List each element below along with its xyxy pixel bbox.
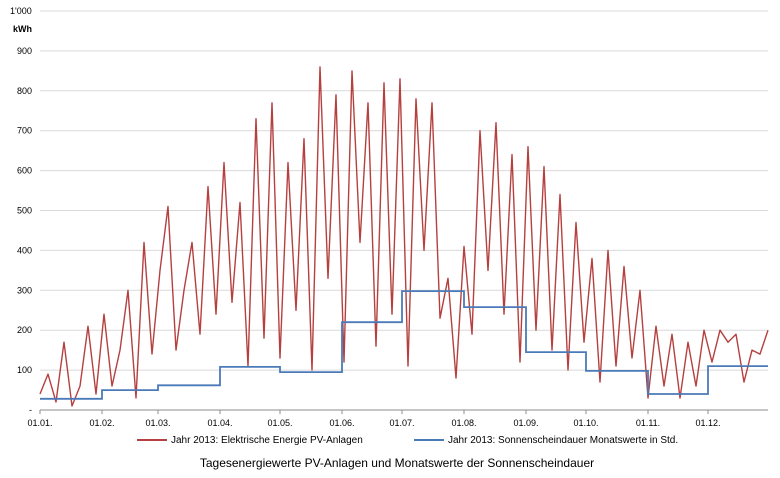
y-unit-top-label: 1'000 bbox=[10, 6, 32, 16]
legend: Jahr 2013: Elektrische Energie PV-Anlage… bbox=[137, 435, 678, 446]
series-line-sunshine bbox=[40, 290, 768, 400]
legend-label-sunshine: Jahr 2013: Sonnenscheindauer Monatswerte… bbox=[448, 435, 678, 446]
x-tick-label: 01.12. bbox=[695, 418, 720, 428]
x-tick-label: 01.04. bbox=[207, 418, 232, 428]
y-tick-label: 700 bbox=[17, 126, 32, 136]
y-tick-label: 300 bbox=[17, 285, 32, 295]
series-line-pv bbox=[39, 66, 769, 407]
x-tick-label: 01.10. bbox=[573, 418, 598, 428]
y-tick-label: 800 bbox=[17, 86, 32, 96]
y-tick-label: 400 bbox=[17, 245, 32, 255]
x-tick-label: 01.08. bbox=[451, 418, 476, 428]
y-axis-label: kWh bbox=[13, 24, 32, 34]
x-tick-label: 01.03. bbox=[145, 418, 170, 428]
chart-title: Tagesenergiewerte PV-Anlagen und Monatsw… bbox=[200, 456, 594, 470]
x-tick-label: 01.06. bbox=[329, 418, 354, 428]
series-lines bbox=[39, 66, 769, 407]
x-tick-label: 01.02. bbox=[89, 418, 114, 428]
x-tick-label: 01.07. bbox=[389, 418, 414, 428]
y-tick-label: 100 bbox=[17, 365, 32, 375]
legend-label-pv: Jahr 2013: Elektrische Energie PV-Anlage… bbox=[171, 435, 363, 446]
x-tick-label: 01.11. bbox=[636, 418, 660, 428]
axes: - 100 200 300 400 500 600 700 800 900 01.01. 01.02.… bbox=[17, 46, 768, 428]
y-tick-label: 600 bbox=[17, 166, 32, 176]
x-tick-label: 01.01. bbox=[27, 418, 52, 428]
y-tick-label: 200 bbox=[17, 325, 32, 335]
y-tick-label: - bbox=[29, 405, 32, 415]
x-tick-label: 01.09. bbox=[513, 418, 538, 428]
x-tick-label: 01.05. bbox=[267, 418, 292, 428]
y-tick-label: 900 bbox=[17, 46, 32, 56]
y-tick-label: 500 bbox=[17, 206, 32, 216]
